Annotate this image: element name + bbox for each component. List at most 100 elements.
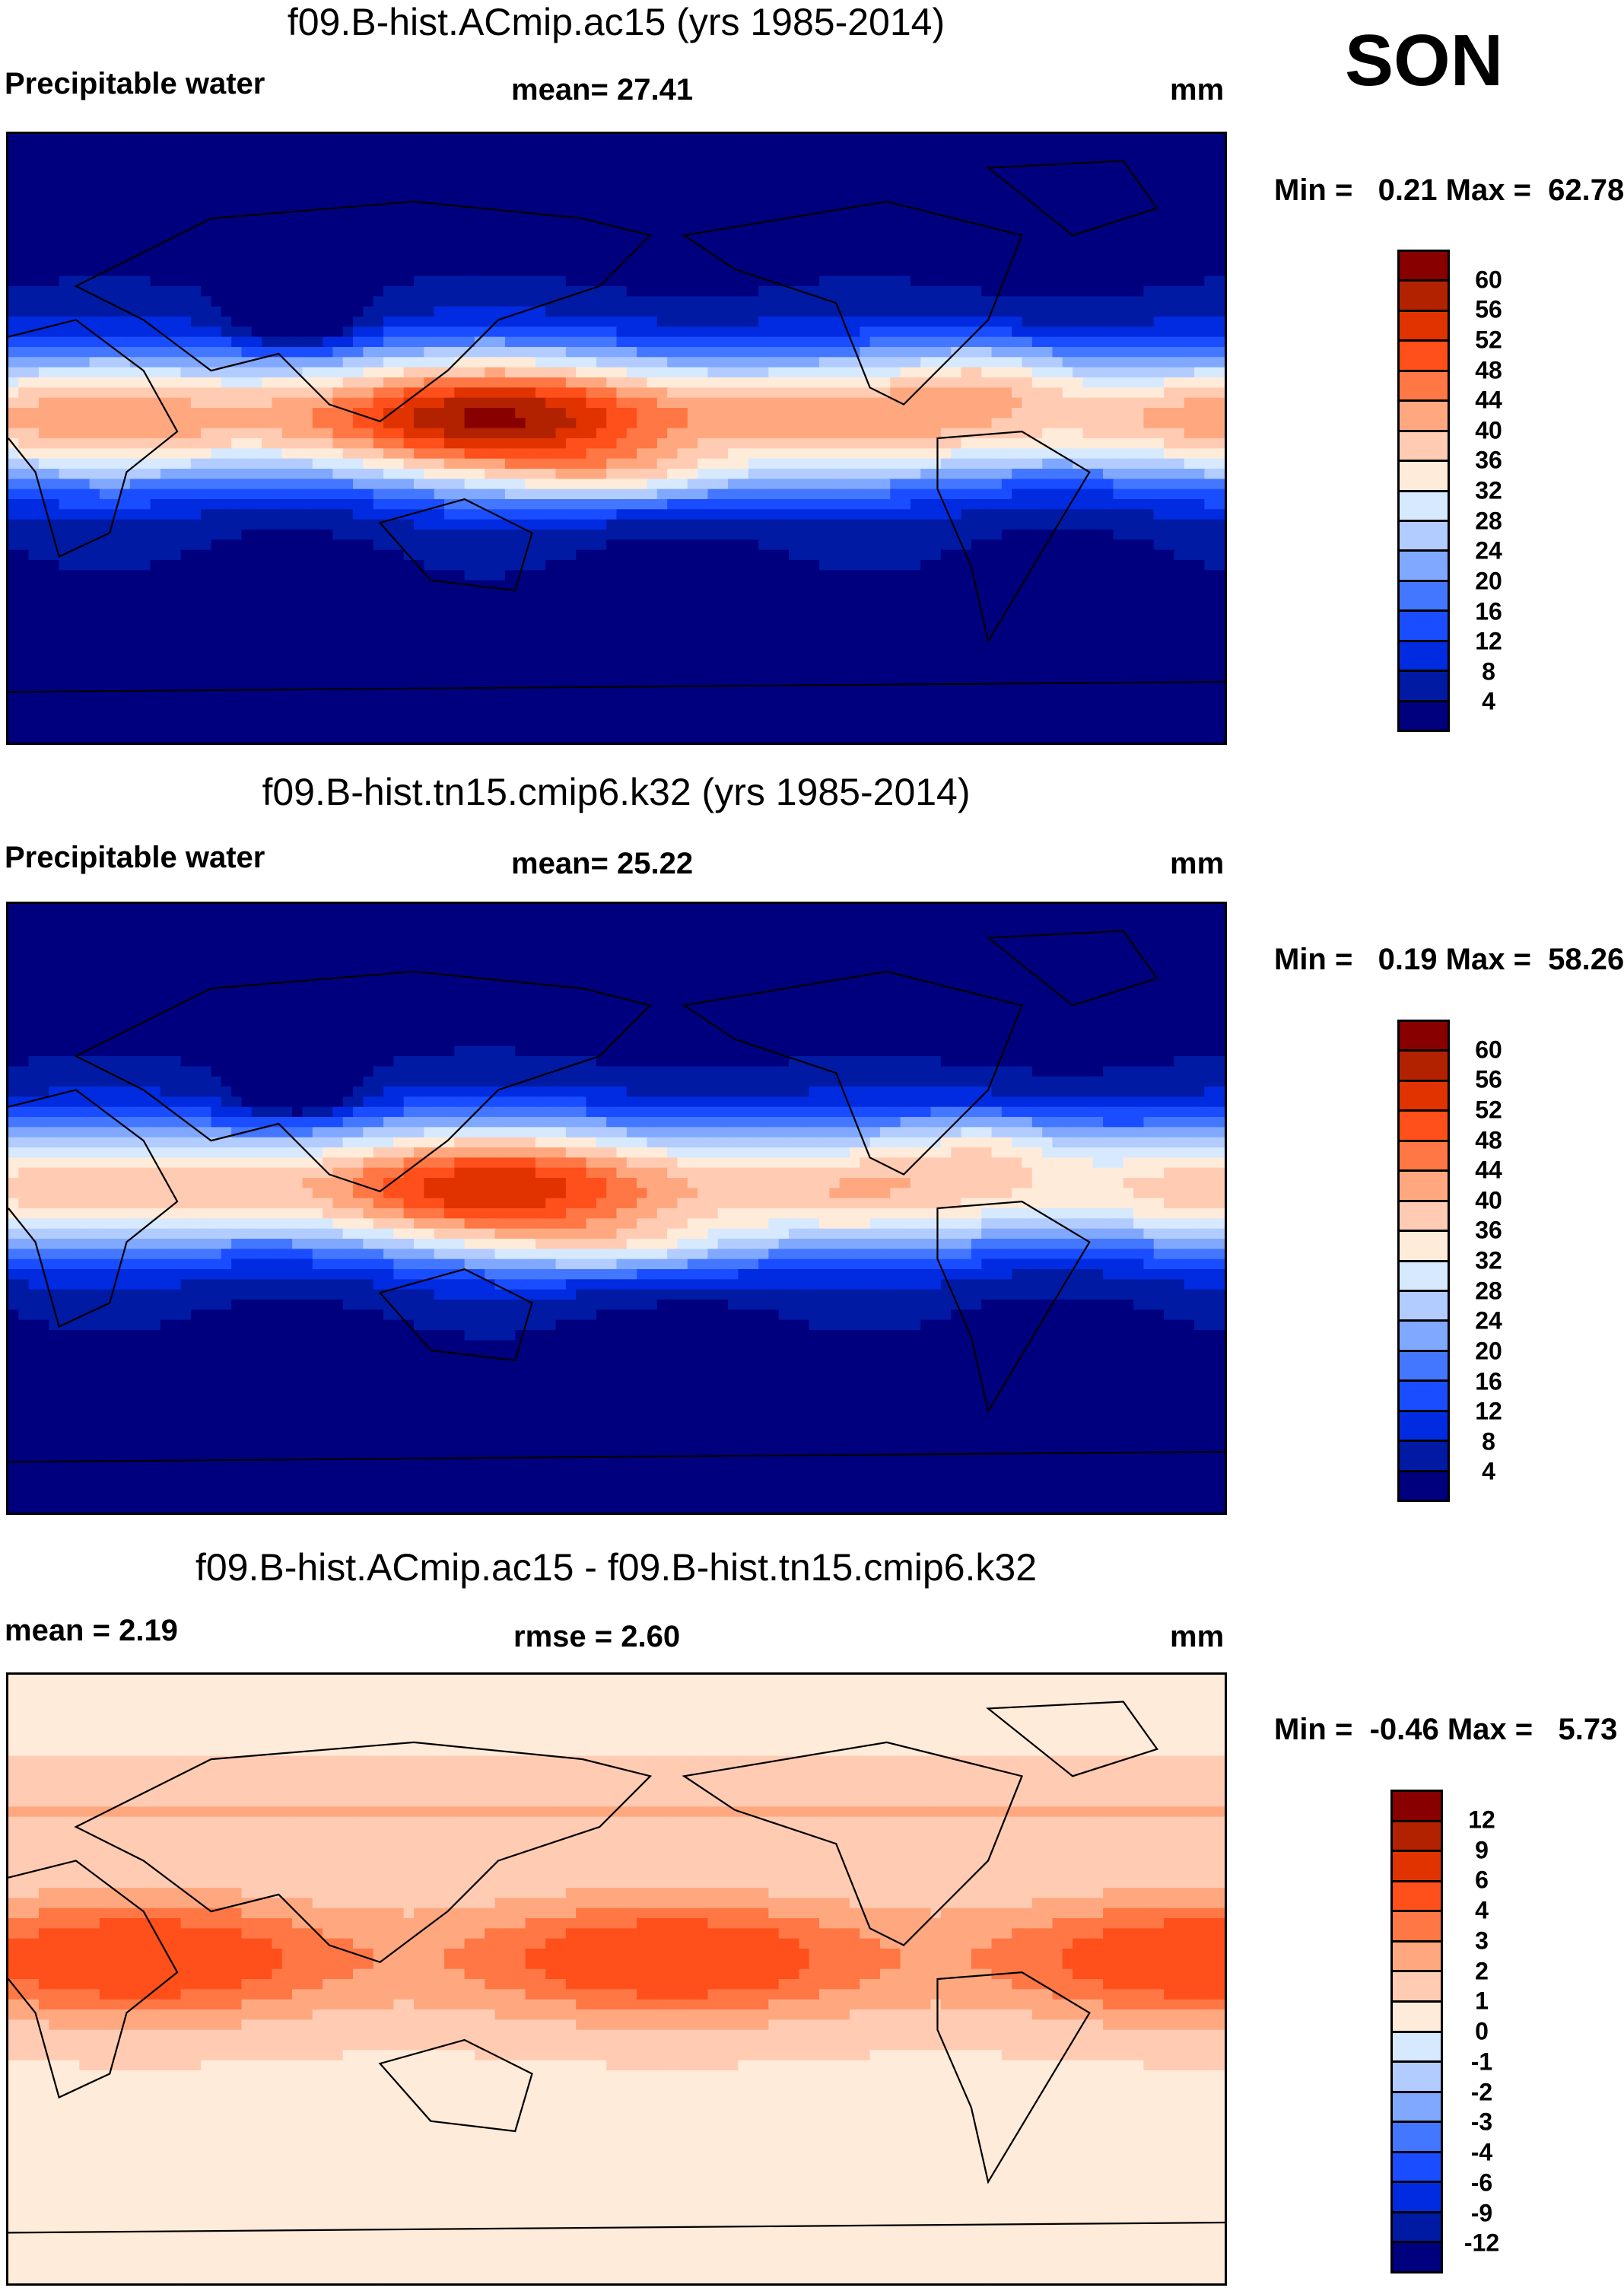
contour-cell	[748, 336, 759, 348]
contour-cell	[119, 164, 131, 176]
contour-cell	[900, 347, 911, 358]
contour-cell	[616, 275, 628, 287]
contour-cell	[1082, 367, 1094, 378]
contour-cell	[687, 479, 698, 490]
contour-cell	[879, 448, 891, 460]
contour-cell	[768, 195, 780, 206]
contour-cell	[272, 519, 283, 530]
contour-cell	[799, 469, 810, 480]
contour-cell	[292, 275, 304, 287]
contour-cell	[1073, 174, 1084, 186]
contour-cell	[616, 317, 628, 328]
contour-cell	[951, 488, 962, 500]
contour-cell	[443, 530, 456, 541]
contour-cell	[221, 438, 233, 450]
contour-cell	[778, 397, 790, 409]
contour-cell	[494, 438, 506, 450]
contour-cell	[1042, 256, 1054, 267]
contour-cell	[201, 530, 212, 541]
contour-cell	[565, 509, 577, 520]
contour-cell	[525, 174, 536, 186]
contour-cell	[504, 275, 516, 287]
contour-cell	[1082, 306, 1094, 317]
contour-cell	[940, 164, 952, 176]
contour-cell	[698, 377, 709, 389]
contour-cell	[393, 134, 405, 145]
contour-cell	[637, 154, 648, 165]
contour-cell	[626, 448, 638, 460]
contour-cell	[38, 347, 50, 358]
contour-cell	[241, 549, 253, 561]
contour-cell	[363, 174, 374, 186]
contour-cell	[667, 134, 679, 145]
contour-cell	[211, 306, 222, 317]
contour-cell	[728, 549, 739, 561]
contour-cell	[454, 245, 466, 256]
contour-cell	[383, 418, 395, 429]
contour-cell	[849, 530, 861, 541]
contour-cell	[241, 519, 253, 530]
contour-cell	[647, 539, 658, 551]
contour-cell	[545, 469, 557, 480]
contour-cell	[373, 215, 384, 226]
contour-cell	[606, 286, 618, 298]
contour-cell	[707, 205, 719, 216]
contour-cell	[525, 336, 536, 348]
contour-cell	[180, 519, 192, 530]
contour-cell	[576, 174, 587, 186]
contour-cell	[1062, 357, 1074, 368]
contour-cell	[424, 184, 435, 196]
contour-cell	[768, 347, 780, 358]
contour-cell	[1204, 235, 1216, 247]
contour-cell	[1082, 488, 1094, 500]
contour-cell	[59, 367, 70, 378]
contour-cell	[119, 195, 131, 206]
contour-cell	[596, 225, 608, 237]
contour-cell	[738, 205, 749, 216]
contour-cell	[860, 154, 871, 165]
contour-cell	[869, 530, 881, 541]
contour-cell	[981, 458, 993, 469]
contour-cell	[190, 458, 202, 469]
contour-cell	[1194, 397, 1206, 409]
contour-cell	[1082, 347, 1094, 358]
contour-cell	[110, 164, 121, 176]
contour-cell	[687, 275, 698, 287]
contour-cell	[342, 144, 354, 155]
contour-cell	[434, 509, 445, 520]
contour-cell	[1001, 184, 1013, 196]
contour-cell	[920, 499, 932, 511]
contour-cell	[961, 530, 972, 541]
contour-cell	[717, 245, 729, 256]
contour-cell	[900, 408, 911, 419]
contour-cell	[1164, 134, 1175, 145]
contour-cell	[190, 317, 202, 328]
contour-cell	[535, 479, 547, 490]
contour-cell	[515, 509, 526, 520]
contour-cell	[59, 418, 70, 429]
contour-cell	[464, 306, 475, 317]
contour-cell	[1164, 154, 1175, 165]
contour-cell	[1012, 397, 1023, 409]
contour-cell	[1022, 357, 1033, 368]
contour-cell	[656, 336, 669, 348]
contour-cell	[616, 408, 628, 419]
contour-cell	[373, 387, 384, 399]
contour-cell	[677, 397, 688, 409]
contour-cell	[434, 387, 445, 399]
contour-cell	[262, 367, 273, 378]
contour-cell	[1153, 539, 1165, 551]
contour-cell	[961, 397, 972, 409]
contour-cell	[28, 438, 40, 450]
contour-cell	[951, 266, 962, 277]
contour-cell	[1001, 205, 1013, 216]
contour-cell	[59, 387, 70, 399]
contour-cell	[443, 134, 456, 145]
contour-cell	[1103, 296, 1114, 307]
contour-cell	[1214, 215, 1225, 226]
contour-cell	[758, 154, 770, 165]
contour-cell	[1153, 306, 1165, 317]
contour-cell	[1103, 154, 1114, 165]
contour-cell	[1113, 519, 1124, 530]
contour-cell	[8, 387, 20, 399]
